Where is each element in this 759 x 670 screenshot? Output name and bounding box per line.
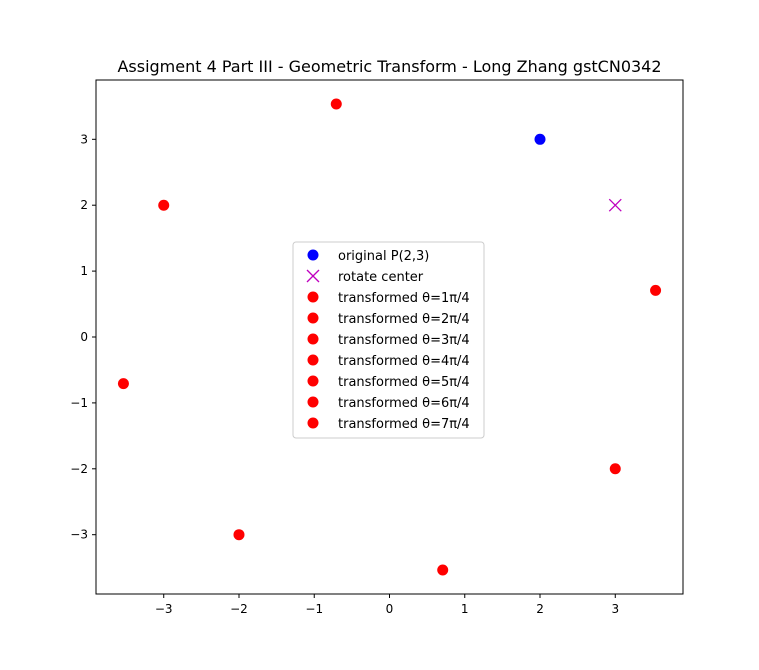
legend-marker [307, 312, 319, 324]
data-point [330, 98, 342, 110]
legend-marker [307, 249, 319, 261]
legend: original P(2,3) rotate center transformed … [292, 241, 485, 439]
legend-label: transformed θ=7π/4 [338, 417, 470, 432]
chart-title: Assigment 4 Part III - Geometric Transfo… [117, 57, 661, 76]
axis-ticks: −3 −2 −1 0 1 2 3 −3 −2 −1 0 1 2 3 [70, 132, 619, 616]
y-tick-label: 3 [80, 132, 88, 146]
legend-label: transformed θ=1π/4 [338, 291, 470, 306]
data-point [233, 529, 245, 541]
x-tick-label: 0 [386, 602, 394, 616]
x-tick-label: 1 [461, 602, 469, 616]
data-point [650, 284, 662, 296]
data-point [437, 564, 449, 576]
legend-marker [307, 396, 319, 408]
y-tick-label: 2 [80, 198, 88, 212]
rotate-center-marker [608, 198, 622, 212]
y-tick-label: −2 [70, 462, 88, 476]
legend-label: transformed θ=3π/4 [338, 333, 470, 348]
legend-label: rotate center [338, 270, 424, 285]
data-point [534, 133, 546, 145]
x-tick-label: 3 [611, 602, 619, 616]
x-tick-label: −1 [305, 602, 323, 616]
legend-marker [307, 375, 319, 387]
y-tick-label: 0 [80, 330, 88, 344]
data-points [117, 98, 662, 576]
x-tick-label: −3 [155, 602, 173, 616]
legend-label: transformed θ=5π/4 [338, 375, 470, 390]
legend-label: transformed θ=2π/4 [338, 312, 470, 327]
legend-marker [306, 269, 320, 283]
y-tick-label: −1 [70, 396, 88, 410]
legend-label: transformed θ=4π/4 [338, 354, 470, 369]
legend-box [292, 241, 485, 439]
legend-label: original P(2,3) [338, 249, 429, 264]
legend-marker [307, 333, 319, 345]
x-tick-label: 2 [536, 602, 544, 616]
legend-label: transformed θ=6π/4 [338, 396, 470, 411]
legend-marker [307, 291, 319, 303]
x-tick-label: −2 [230, 602, 248, 616]
data-point [158, 199, 170, 211]
legend-marker [307, 417, 319, 429]
y-tick-label: 1 [80, 264, 88, 278]
data-point [117, 378, 129, 390]
data-point [609, 463, 621, 475]
y-tick-label: −3 [70, 528, 88, 542]
legend-marker [307, 354, 319, 366]
